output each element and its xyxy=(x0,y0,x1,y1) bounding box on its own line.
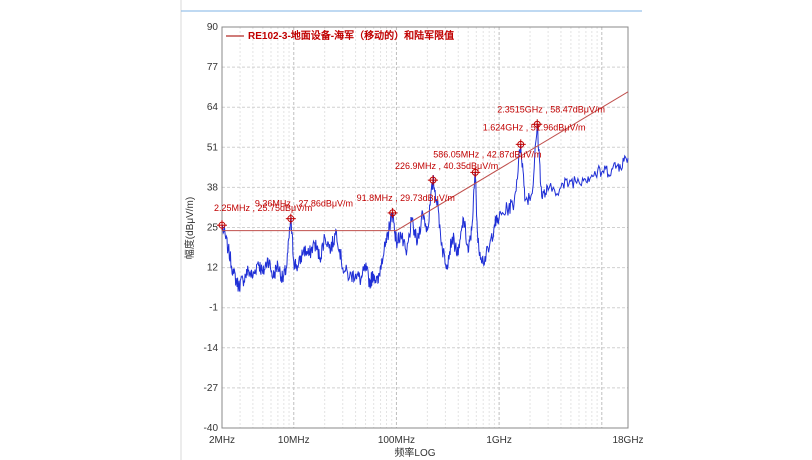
legend: RE102-3-地面设备-海军（移动的）和陆军限值 xyxy=(226,29,454,42)
series-layer xyxy=(221,91,629,292)
x-tick-label: 18GHz xyxy=(612,435,643,446)
y-tick-label: 90 xyxy=(207,22,219,33)
x-tick-label: 100MHz xyxy=(378,435,415,446)
peak-marker: 2.25MHz , 25.75dBμV/m xyxy=(214,203,312,231)
y-tick-label: 51 xyxy=(207,142,219,153)
measurement-trace xyxy=(221,122,629,292)
limit-line xyxy=(222,91,629,232)
legend-label: RE102-3-地面设备-海军（移动的）和陆军限值 xyxy=(248,29,454,42)
x-axis-title: 频率LOG xyxy=(394,446,435,459)
x-tick-label: 2MHz xyxy=(209,435,235,446)
peak-marker-label: 91.8MHz , 29.73dBμV/m xyxy=(357,193,455,203)
x-tick-label: 1GHz xyxy=(486,435,512,446)
y-tick-label: 77 xyxy=(207,62,219,73)
y-tick-label: -27 xyxy=(204,383,219,394)
peak-marker: 1.624GHz , 51.96dBμV/m xyxy=(483,122,586,150)
peak-marker: 586.05MHz , 42.87dBμV/m xyxy=(433,149,542,178)
peak-marker: 91.8MHz , 29.73dBμV/m xyxy=(357,193,455,218)
y-tick-label: 12 xyxy=(207,263,219,274)
x-tick-label: 10MHz xyxy=(278,435,310,446)
y-tick-label: 25 xyxy=(207,223,219,234)
peak-marker-label: 2.3515GHz , 58.47dBμV/m xyxy=(497,104,605,114)
y-tick-label: -1 xyxy=(209,303,218,314)
peak-marker-label: 2.25MHz , 25.75dBμV/m xyxy=(214,203,312,213)
y-tick-label: 38 xyxy=(207,182,219,193)
y-tick-label: -40 xyxy=(204,423,219,434)
peak-marker: 9.36MHz , 27.86dBμV/m xyxy=(255,199,353,224)
peak-marker-label: 226.9MHz , 40.35dBμV/m xyxy=(395,161,498,171)
y-tick-label: -14 xyxy=(204,343,219,354)
y-axis-title: 幅度(dBμV/m) xyxy=(183,197,196,259)
peak-marker-label: 9.36MHz , 27.86dBμV/m xyxy=(255,199,353,209)
grid-layer xyxy=(222,26,628,429)
annotation-layer: 2.25MHz , 25.75dBμV/m9.36MHz , 27.86dBμV… xyxy=(214,104,605,231)
peak-marker: 2.3515GHz , 58.47dBμV/m xyxy=(497,104,605,130)
peak-marker: 226.9MHz , 40.35dBμV/m xyxy=(395,161,498,186)
peak-marker-label: 1.624GHz , 51.96dBμV/m xyxy=(483,122,586,132)
peak-marker-label: 586.05MHz , 42.87dBμV/m xyxy=(433,149,541,159)
y-tick-label: 64 xyxy=(207,102,219,113)
